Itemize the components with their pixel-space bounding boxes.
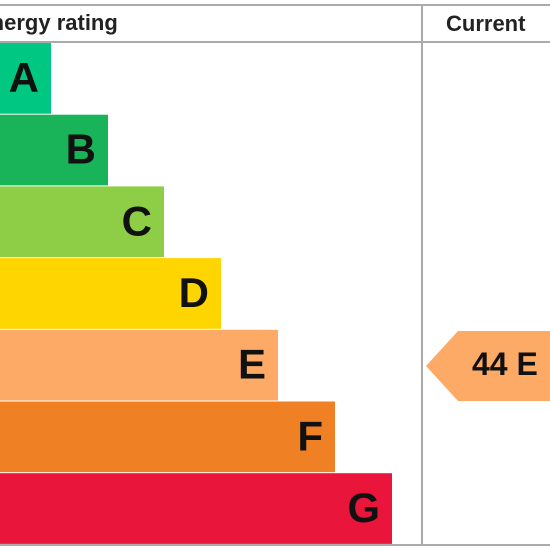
band-bar [0, 186, 164, 258]
current-arrow: 44 E [426, 331, 550, 401]
current-value: 44 [472, 346, 508, 382]
band-bar [0, 114, 108, 186]
rating-header: Energy rating [0, 10, 118, 35]
band-bar [0, 43, 51, 114]
band-letter: A [9, 54, 39, 101]
band-letter: G [347, 484, 380, 531]
band-letter: C [122, 197, 152, 244]
band-letter: D [179, 269, 209, 316]
current-label: 44 E [472, 346, 538, 382]
band-letter: F [297, 412, 323, 459]
band-bar [0, 329, 278, 401]
band-bar [0, 258, 221, 329]
frame [0, 4, 550, 546]
band-letter: E [238, 341, 266, 388]
band-bar [0, 473, 392, 544]
band-bar [0, 401, 335, 473]
current-header: Current [446, 11, 526, 36]
arrow-shape [426, 331, 550, 401]
band-letter: B [66, 126, 96, 173]
current-band: E [516, 346, 537, 382]
